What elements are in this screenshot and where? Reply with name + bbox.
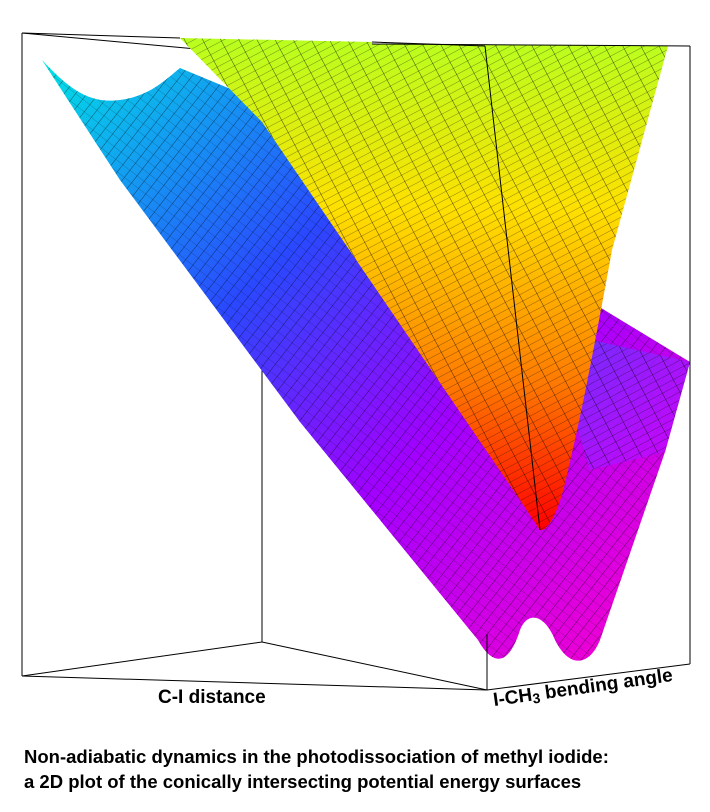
caption-line-2: a 2D plot of the conically intersecting … xyxy=(24,771,582,792)
potential-energy-surface-plot xyxy=(21,32,691,691)
bounding-box-front xyxy=(21,32,691,691)
caption-line-1: Non-adiabatic dynamics in the photodisso… xyxy=(24,746,609,767)
figure-caption: Non-adiabatic dynamics in the photodisso… xyxy=(24,744,609,794)
x-axis-label: C-I distance xyxy=(158,687,266,708)
y-axis-label-prefix: I-CH xyxy=(491,684,534,712)
upper-potential-surface xyxy=(180,38,668,531)
